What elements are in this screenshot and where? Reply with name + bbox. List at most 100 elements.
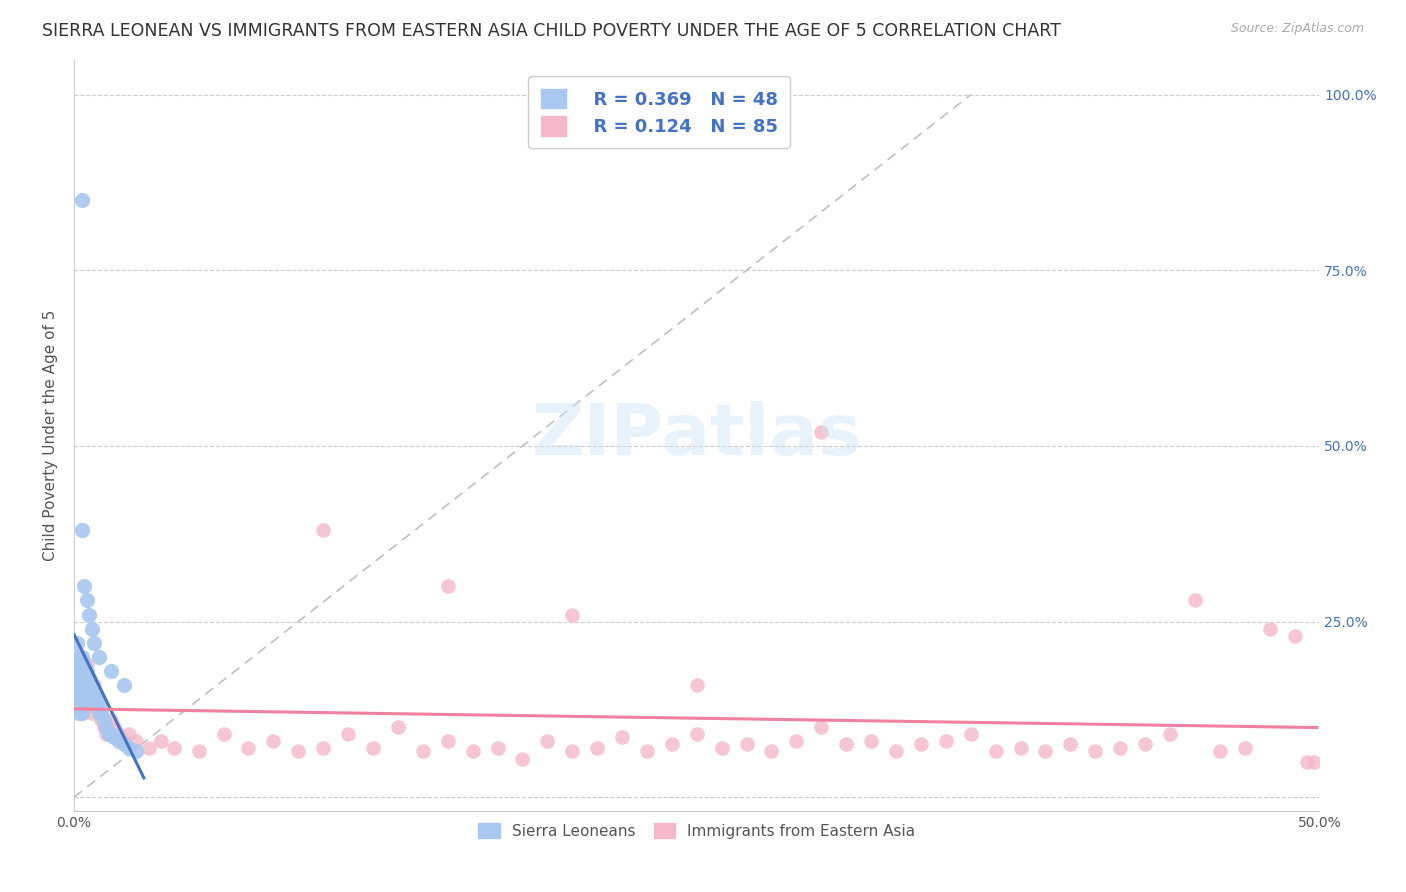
Point: [1109, 741, 1132, 756]
Text: SIERRA LEONEAN VS IMMIGRANTS FROM EASTERN ASIA CHILD POVERTY UNDER THE AGE OF 5 : SIERRA LEONEAN VS IMMIGRANTS FROM EASTER…: [42, 22, 1062, 40]
Point: [686, 727, 709, 741]
Point: [835, 738, 858, 752]
Point: [1035, 744, 1057, 758]
Y-axis label: Child Poverty Under the Age of 5: Child Poverty Under the Age of 5: [44, 310, 58, 561]
Point: [76, 657, 98, 671]
Point: [108, 734, 131, 748]
Point: [83, 685, 105, 699]
Point: [80, 706, 103, 720]
Point: [70, 706, 93, 720]
Point: [810, 720, 832, 734]
Point: [785, 734, 807, 748]
Point: [103, 731, 125, 745]
Point: [65, 671, 87, 685]
Point: [67, 685, 90, 699]
Point: [1209, 744, 1232, 758]
Point: [118, 727, 141, 741]
Point: [112, 738, 135, 752]
Point: [70, 691, 93, 706]
Point: [112, 734, 135, 748]
Point: [100, 713, 122, 727]
Point: [77, 671, 100, 685]
Point: [65, 649, 87, 664]
Point: [73, 691, 96, 706]
Point: [636, 744, 658, 758]
Point: [138, 741, 160, 756]
Point: [436, 734, 458, 748]
Point: [65, 678, 87, 692]
Point: [70, 649, 93, 664]
Point: [73, 671, 96, 685]
Point: [80, 691, 103, 706]
Point: [512, 751, 534, 765]
Point: [959, 727, 981, 741]
Point: [93, 713, 115, 727]
Text: ZIPatlas: ZIPatlas: [531, 401, 862, 470]
Point: [125, 734, 148, 748]
Point: [1303, 755, 1326, 769]
Point: [262, 734, 284, 748]
Point: [67, 664, 90, 678]
Point: [90, 713, 112, 727]
Point: [118, 741, 141, 756]
Point: [810, 425, 832, 439]
Point: [112, 678, 135, 692]
Point: [67, 657, 90, 671]
Point: [80, 678, 103, 692]
Point: [76, 678, 98, 692]
Point: [77, 671, 100, 685]
Point: [67, 678, 90, 692]
Point: [90, 706, 112, 720]
Point: [76, 678, 98, 692]
Point: [67, 649, 90, 664]
Point: [312, 523, 335, 537]
Point: [163, 741, 186, 756]
Point: [150, 734, 173, 748]
Point: [70, 685, 93, 699]
Point: [77, 691, 100, 706]
Point: [67, 671, 90, 685]
Point: [100, 664, 122, 678]
Point: [87, 649, 110, 664]
Legend: Sierra Leoneans, Immigrants from Eastern Asia: Sierra Leoneans, Immigrants from Eastern…: [472, 817, 921, 845]
Point: [860, 734, 883, 748]
Point: [1133, 738, 1156, 752]
Point: [212, 727, 235, 741]
Point: [76, 698, 98, 713]
Point: [287, 744, 309, 758]
Point: [1159, 727, 1181, 741]
Point: [87, 706, 110, 720]
Point: [125, 744, 148, 758]
Point: [412, 744, 434, 758]
Point: [610, 731, 633, 745]
Point: [70, 664, 93, 678]
Point: [70, 664, 93, 678]
Point: [73, 685, 96, 699]
Point: [1184, 593, 1206, 607]
Point: [70, 523, 93, 537]
Point: [436, 579, 458, 593]
Point: [561, 744, 583, 758]
Point: [77, 685, 100, 699]
Point: [108, 727, 131, 741]
Text: Source: ZipAtlas.com: Source: ZipAtlas.com: [1230, 22, 1364, 36]
Point: [1284, 629, 1306, 643]
Point: [735, 738, 758, 752]
Point: [83, 678, 105, 692]
Point: [1258, 622, 1281, 636]
Point: [97, 727, 120, 741]
Point: [83, 635, 105, 649]
Point: [100, 727, 122, 741]
Point: [96, 720, 118, 734]
Point: [1010, 741, 1032, 756]
Point: [70, 698, 93, 713]
Point: [86, 691, 108, 706]
Point: [67, 691, 90, 706]
Point: [65, 635, 87, 649]
Point: [73, 579, 96, 593]
Point: [86, 691, 108, 706]
Point: [70, 678, 93, 692]
Point: [65, 657, 87, 671]
Point: [1296, 755, 1319, 769]
Point: [87, 698, 110, 713]
